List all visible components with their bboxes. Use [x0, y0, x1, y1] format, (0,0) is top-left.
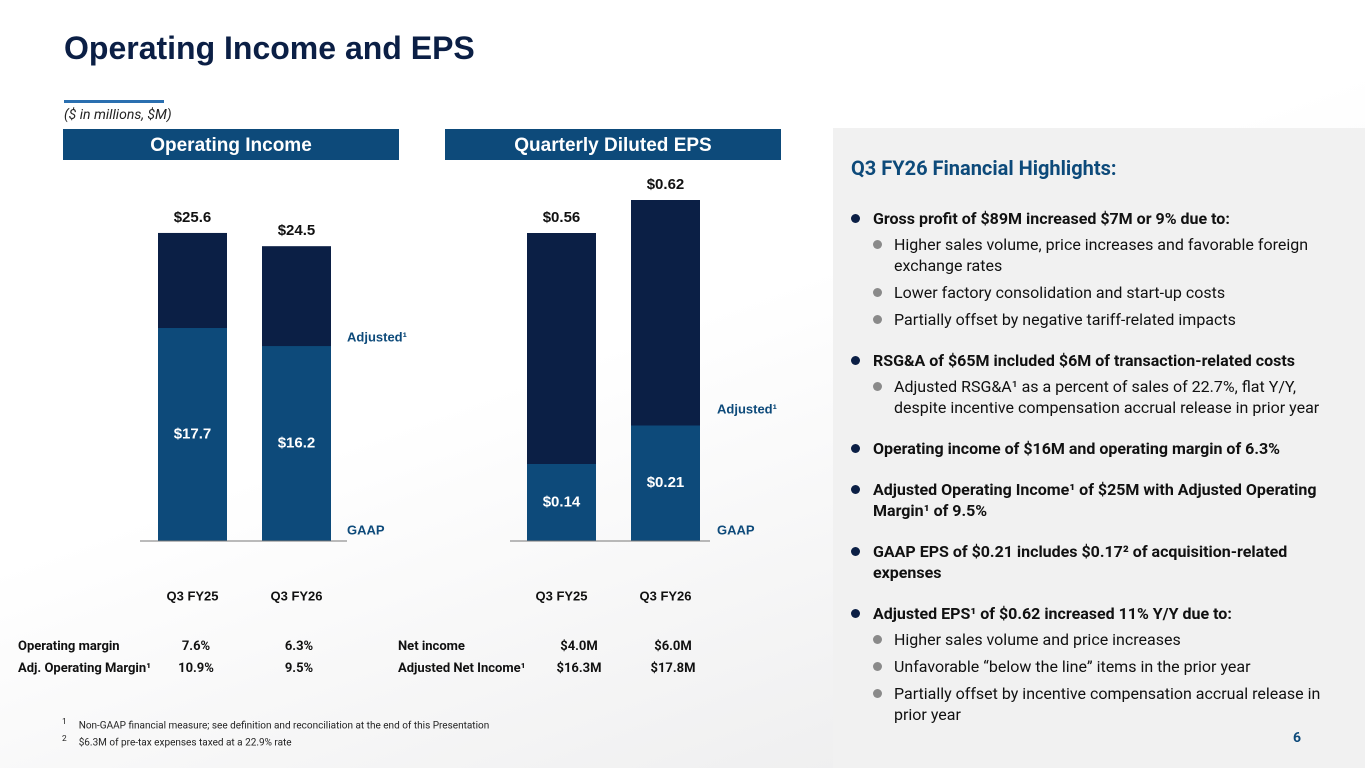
- x-tick-label: Q3 FY26: [639, 588, 691, 603]
- footnote-text: Non-GAAP financial measure; see definiti…: [78, 720, 490, 732]
- table-cell: $4.0M: [560, 639, 598, 654]
- subtitle: ($ in millions, $M): [64, 107, 172, 123]
- sub-list: Higher sales volume, price increases and…: [873, 234, 1351, 330]
- x-tick-label: Q3 FY26: [270, 588, 322, 603]
- highlight-item: RSG&A of $65M included $6M of transactio…: [851, 350, 1351, 418]
- bar: [631, 425, 700, 541]
- footnotes: 1 Non-GAAP financial measure; see definit…: [62, 717, 489, 752]
- title-rule: [64, 100, 164, 103]
- highlight-item: Adjusted EPS¹ of $0.62 increased 11% Y/Y…: [851, 603, 1351, 725]
- slide-title: Operating Income and EPS: [64, 30, 475, 66]
- bar: [262, 346, 331, 541]
- sub-item: Partially offset by incentive compensati…: [873, 683, 1351, 725]
- value-label: $16.2: [278, 434, 316, 451]
- x-tick-label: Q3 FY25: [166, 588, 218, 603]
- highlight-text: GAAP EPS of $0.21 includes $0.17² of acq…: [873, 542, 1288, 582]
- sub-list: Adjusted RSG&A¹ as a percent of sales of…: [873, 376, 1351, 418]
- value-label: $25.6: [174, 209, 212, 226]
- value-label: $0.62: [647, 176, 685, 193]
- highlight-text: Adjusted EPS¹ of $0.62 increased 11% Y/Y…: [873, 604, 1232, 623]
- sub-item: Adjusted RSG&A¹ as a percent of sales of…: [873, 376, 1351, 418]
- value-label: $0.14: [543, 493, 581, 510]
- bar: [527, 464, 596, 541]
- table-cell: 9.5%: [284, 661, 314, 676]
- footnote: 2 $6.3M of pre-tax expenses taxed at a 22…: [62, 734, 489, 748]
- highlight-item: Gross profit of $89M increased $7M or 9%…: [851, 208, 1351, 330]
- section-header: [445, 129, 781, 160]
- table-cell: 7.6%: [181, 639, 211, 654]
- sub-item: Lower factory consolidation and start-up…: [873, 282, 1351, 303]
- charts: Operating Income $25.6 $24.5 Adjusted¹ $17.7…: [63, 129, 781, 603]
- row-label: Operating margin: [18, 639, 120, 654]
- page-number: 6: [1293, 730, 1302, 746]
- table-cell: $6.0M: [654, 639, 692, 654]
- legend-label: Adjusted¹: [347, 329, 407, 344]
- highlight-item: GAAP EPS of $0.21 includes $0.17² of acq…: [851, 541, 1351, 583]
- highlights-title: Q3 FY26 Financial Highlights:: [851, 156, 1117, 180]
- value-label: $0.56: [543, 209, 581, 226]
- chart-title: Operating Income: [150, 135, 312, 156]
- sub-item: Higher sales volume and price increases: [873, 629, 1351, 650]
- row-label: Adj. Operating Margin¹: [18, 661, 152, 676]
- highlights-panel: Q3 FY26 Financial Highlights: Gross prof…: [833, 128, 1365, 768]
- sub-item: Partially offset by negative tariff-rela…: [873, 309, 1351, 330]
- sub-list: Higher sales volume and price increases U…: [873, 629, 1351, 725]
- footnote-mark: 1: [62, 717, 67, 727]
- highlights-list: Gross profit of $89M increased $7M or 9%…: [851, 208, 1351, 745]
- legend-label: Adjusted¹: [717, 401, 777, 416]
- sub-item: Unfavorable “below the line” items in th…: [873, 656, 1351, 677]
- footnote-text: $6.3M of pre-tax expenses taxed at a 22.…: [78, 737, 292, 749]
- footnote-mark: 2: [62, 734, 67, 745]
- table-cell: $17.8M: [650, 661, 696, 676]
- highlight-text: Adjusted Operating Income¹ of $25M with …: [873, 480, 1317, 520]
- sub-item: Higher sales volume, price increases and…: [873, 234, 1351, 276]
- highlight-item: Adjusted Operating Income¹ of $25M with …: [851, 479, 1351, 521]
- table-cell: 10.9%: [178, 661, 214, 676]
- highlight-item: Operating income of $16M and operating m…: [851, 438, 1351, 459]
- value-label: $24.5: [278, 222, 316, 239]
- chart: Operating Income $25.6 $24.5 Adjusted¹ $17.7…: [63, 129, 407, 603]
- chart-title: Quarterly Diluted EPS: [514, 135, 711, 156]
- footnote: 1 Non-GAAP financial measure; see definit…: [62, 717, 489, 731]
- chart: Quarterly Diluted EPS $0.56 $0.62 Adjusted¹…: [445, 129, 781, 603]
- row-label: Net income: [398, 639, 465, 654]
- section-header: [63, 129, 399, 160]
- legend-label: GAAP: [717, 522, 755, 537]
- bar: [158, 328, 227, 541]
- row-label: Adjusted Net Income¹: [398, 661, 526, 676]
- highlight-text: RSG&A of $65M included $6M of transactio…: [873, 351, 1295, 370]
- x-tick-label: Q3 FY25: [535, 588, 587, 603]
- table-cell: $16.3M: [556, 661, 602, 676]
- table-cell: 6.3%: [284, 639, 314, 654]
- highlight-text: Operating income of $16M and operating m…: [873, 439, 1280, 458]
- value-label: $0.21: [647, 474, 685, 491]
- value-label: $17.7: [174, 425, 212, 442]
- highlight-text: Gross profit of $89M increased $7M or 9%…: [873, 209, 1230, 228]
- legend-label: GAAP: [347, 522, 385, 537]
